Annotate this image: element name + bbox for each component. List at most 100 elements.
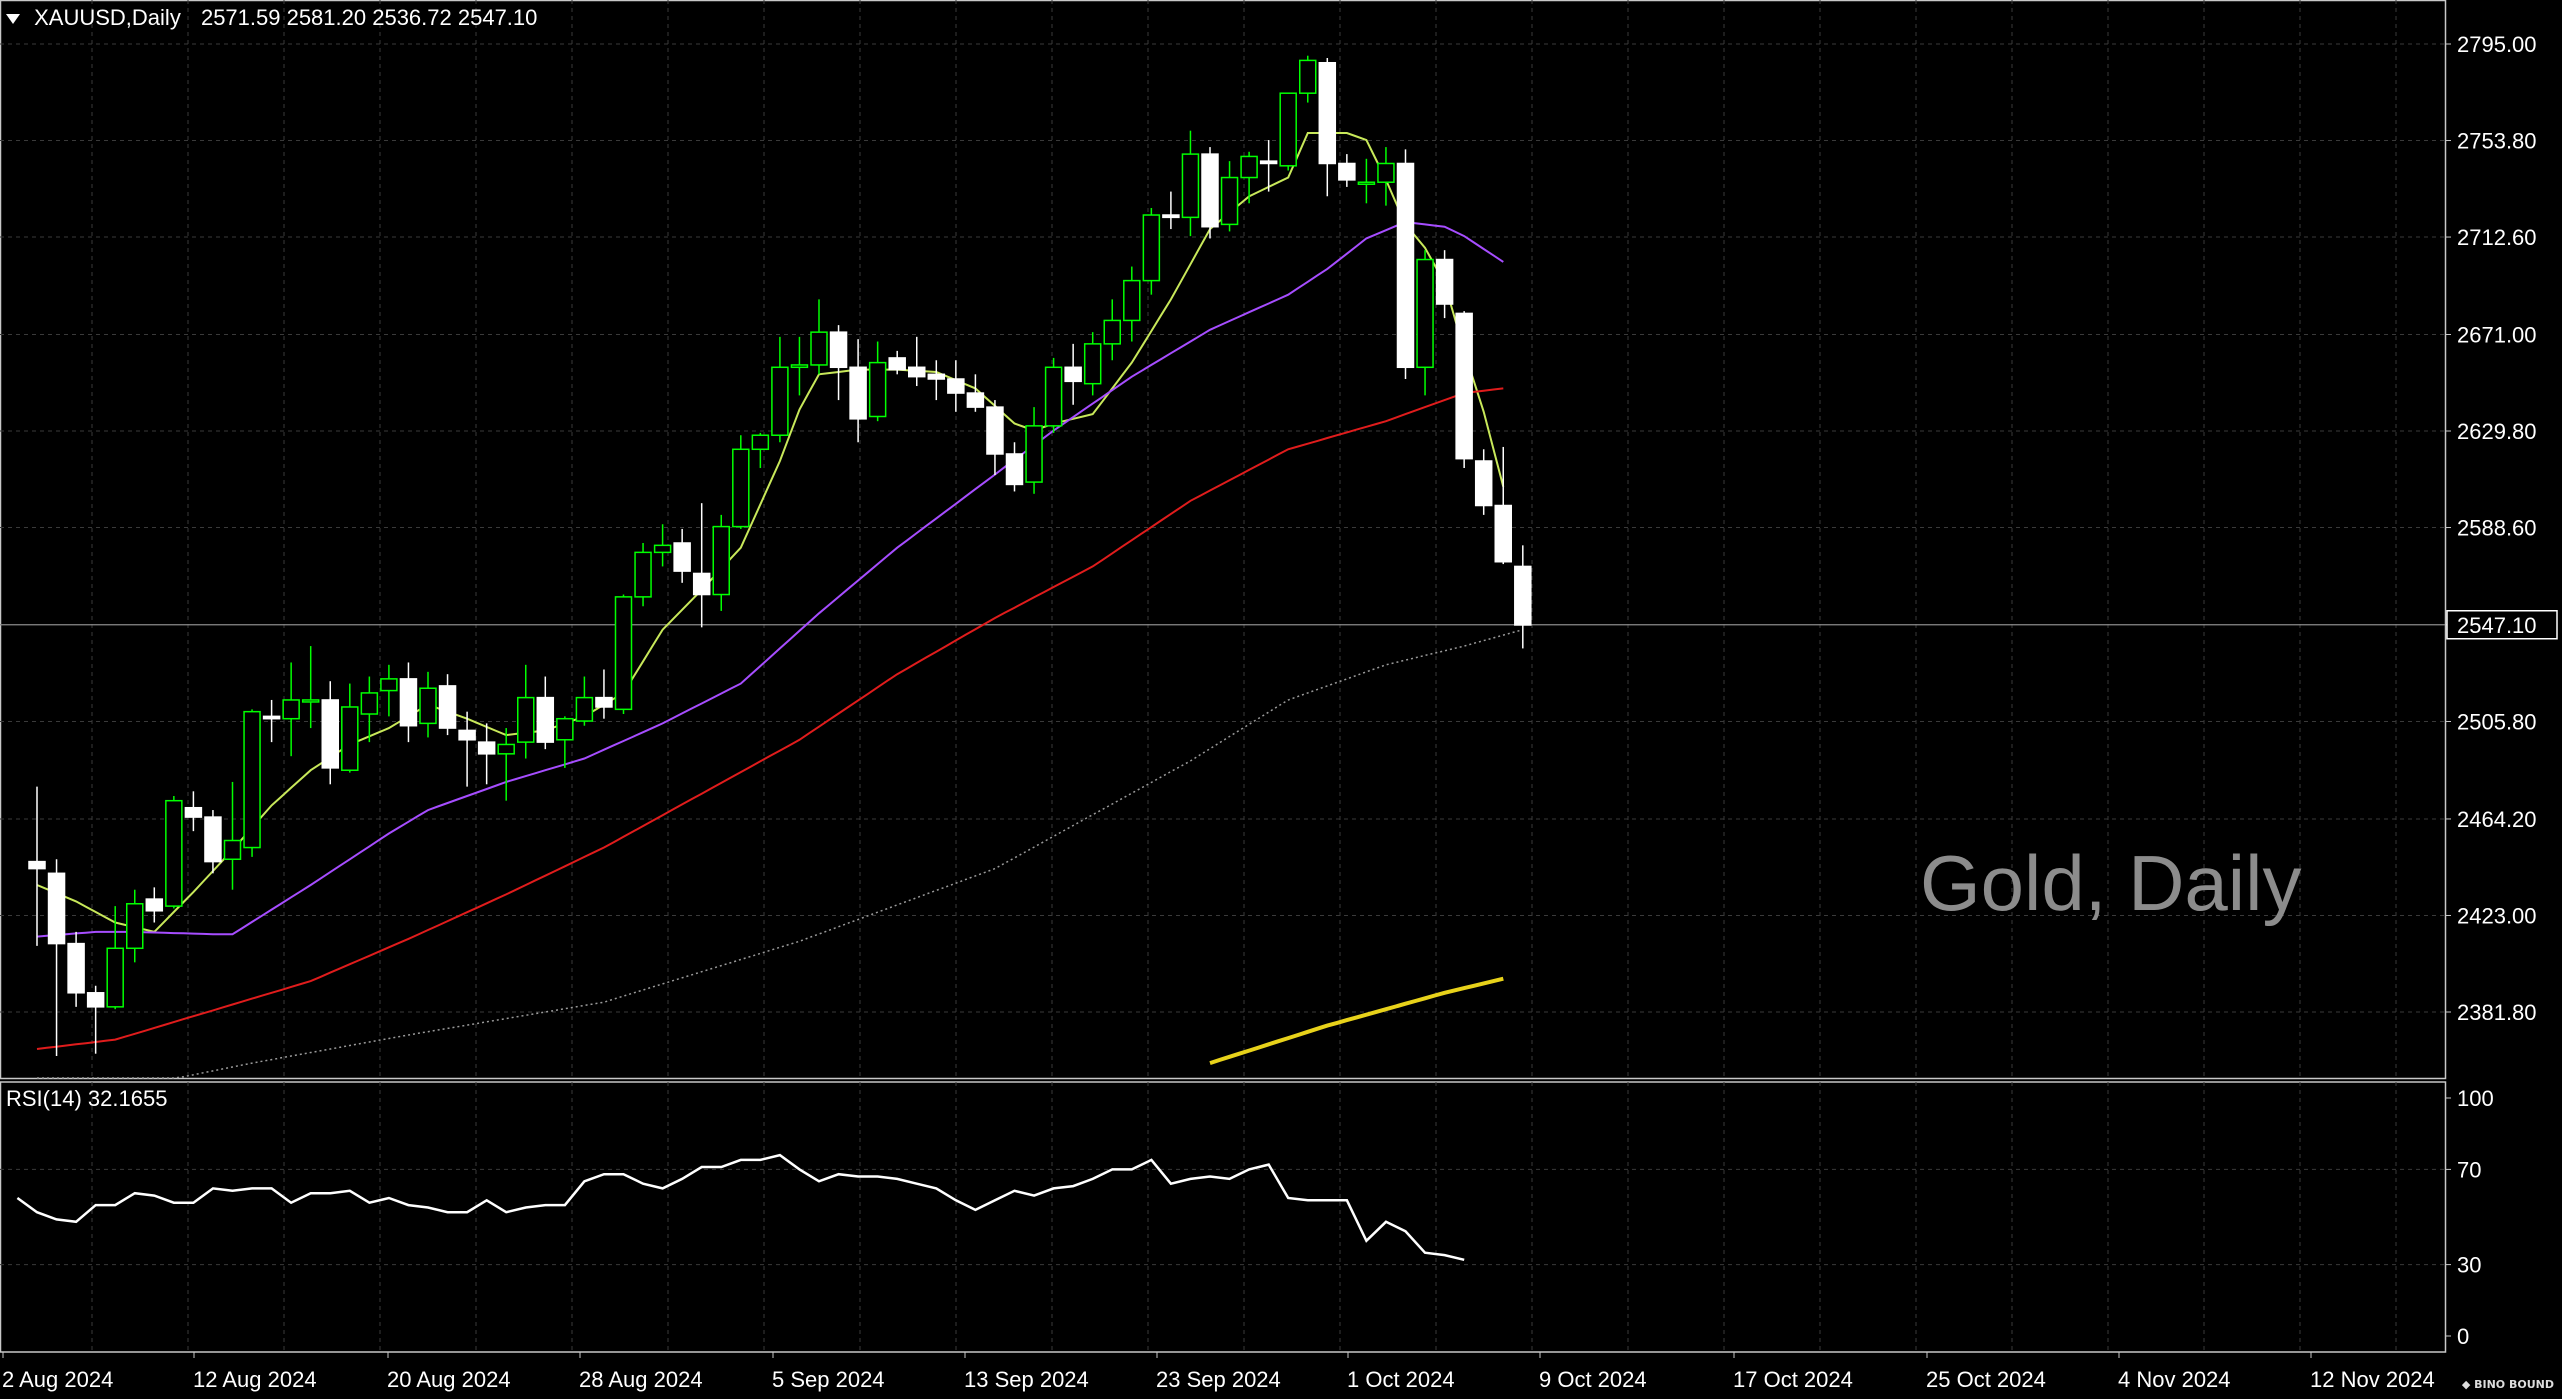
date-tick-label: 12 Aug 2024 <box>193 1367 317 1392</box>
candle-up <box>419 687 437 725</box>
candle-down <box>438 685 457 729</box>
ohlc-values: 2571.59 2581.20 2536.72 2547.10 <box>200 5 538 30</box>
candle-up <box>575 696 594 722</box>
candle-down <box>1455 312 1473 460</box>
candle-down <box>849 366 867 420</box>
candle-down <box>966 392 985 408</box>
main-frame <box>0 0 2447 1080</box>
candle-down <box>86 992 105 1008</box>
candle-up <box>1220 176 1239 226</box>
candle-up <box>223 839 242 861</box>
price-tick-label: 2505.80 <box>2457 710 2537 735</box>
current-price-box <box>2446 610 2558 640</box>
candle-down <box>458 729 476 741</box>
candle-up <box>1416 258 1434 369</box>
candle-down <box>536 696 555 743</box>
candle-down <box>1259 160 1278 165</box>
candle-down <box>1494 504 1512 563</box>
candle-up <box>341 706 359 771</box>
price-tick-label: 2381.80 <box>2457 1000 2537 1025</box>
candle-down <box>1435 258 1454 305</box>
candle-up <box>810 331 828 366</box>
date-tick-label: 28 Aug 2024 <box>579 1367 703 1392</box>
date-tick-label: 2 Aug 2024 <box>2 1367 113 1392</box>
date-tick-label: 4 Nov 2024 <box>2118 1367 2231 1392</box>
candle-up <box>556 717 574 741</box>
candle-down <box>47 872 66 945</box>
candle-down <box>477 741 496 755</box>
candle-up <box>1357 181 1376 185</box>
price-tick-label: 2588.60 <box>2457 516 2537 541</box>
chart-grid <box>0 0 2447 1353</box>
rsi-line <box>16 1153 1465 1262</box>
candle-down <box>28 860 46 870</box>
candle-down <box>184 806 203 818</box>
candle-up <box>301 699 320 703</box>
candle-up <box>790 364 809 369</box>
candle-down <box>986 406 1004 455</box>
candle-down <box>1338 162 1356 181</box>
ma-line-ma_mid <box>36 220 1504 938</box>
dropdown-triangle-icon[interactable] <box>6 14 20 25</box>
candle-down <box>1005 453 1024 486</box>
candle-down <box>692 572 711 596</box>
candle-up <box>1299 59 1317 94</box>
date-tick-label: 23 Sep 2024 <box>1156 1367 1281 1392</box>
candle-down <box>1162 214 1180 219</box>
candles <box>28 55 1532 1057</box>
candle-up <box>1025 425 1043 483</box>
chart-header[interactable]: XAUUSD,Daily 2571.59 2581.20 2536.72 254… <box>6 5 537 31</box>
candle-down <box>888 357 906 371</box>
candle-up <box>282 699 300 720</box>
candle-up <box>106 947 124 1008</box>
candle-up <box>1279 92 1297 167</box>
candle-down <box>67 942 85 994</box>
ma-line-ma_long <box>1209 976 1504 1066</box>
candle-down <box>673 542 691 572</box>
candle-up <box>165 799 183 907</box>
symbol-label: XAUUSD,Daily <box>34 5 181 30</box>
candle-up <box>1103 319 1121 345</box>
candle-up <box>497 743 515 755</box>
candle-up <box>751 434 770 451</box>
candle-up <box>771 366 789 436</box>
price-tick-label: 2712.60 <box>2457 225 2537 250</box>
ma-line-ma_200 <box>37 628 1523 1079</box>
candle-down <box>927 373 946 380</box>
date-tick-label: 1 Oct 2024 <box>1347 1367 1455 1392</box>
candle-up <box>1181 153 1200 219</box>
price-tick-label: 2629.80 <box>2457 419 2537 444</box>
price-tick-label: 2423.00 <box>2457 903 2537 928</box>
candle-down <box>1396 162 1415 369</box>
rsi-tick-label: 30 <box>2457 1253 2481 1278</box>
candle-down <box>1201 153 1219 228</box>
date-tick-label: 20 Aug 2024 <box>387 1367 511 1392</box>
candle-up <box>517 696 535 743</box>
rsi-panel: 100 70 30 0 <box>0 1086 2494 1349</box>
logo-text: BINO BOUND <box>2474 1378 2554 1391</box>
candle-up <box>1377 162 1395 183</box>
candle-up <box>1240 155 1258 179</box>
candle-down <box>145 898 164 912</box>
candle-down <box>947 378 965 394</box>
candle-up <box>1044 366 1063 427</box>
moving-averages <box>36 132 1523 1079</box>
date-tick-label: 17 Oct 2024 <box>1733 1367 1853 1392</box>
rsi-tick-label: 70 <box>2457 1157 2481 1182</box>
candle-down <box>321 699 339 769</box>
candle-down <box>1064 366 1082 383</box>
candle-down <box>1318 61 1337 165</box>
candle-down <box>1474 460 1493 507</box>
candle-up <box>1083 343 1102 385</box>
candle-up <box>243 710 261 849</box>
candle-up <box>126 903 144 950</box>
rsi-tick-label: 100 <box>2457 1086 2494 1111</box>
candle-up <box>712 525 730 596</box>
ma-line-ma_slow <box>36 387 1504 1050</box>
date-tick-label: 5 Sep 2024 <box>772 1367 885 1392</box>
price-tick-label: 2671.00 <box>2457 322 2537 347</box>
price-tick-label: 2547.10 <box>2457 613 2537 638</box>
candle-down <box>262 715 281 720</box>
candle-down <box>399 678 418 727</box>
